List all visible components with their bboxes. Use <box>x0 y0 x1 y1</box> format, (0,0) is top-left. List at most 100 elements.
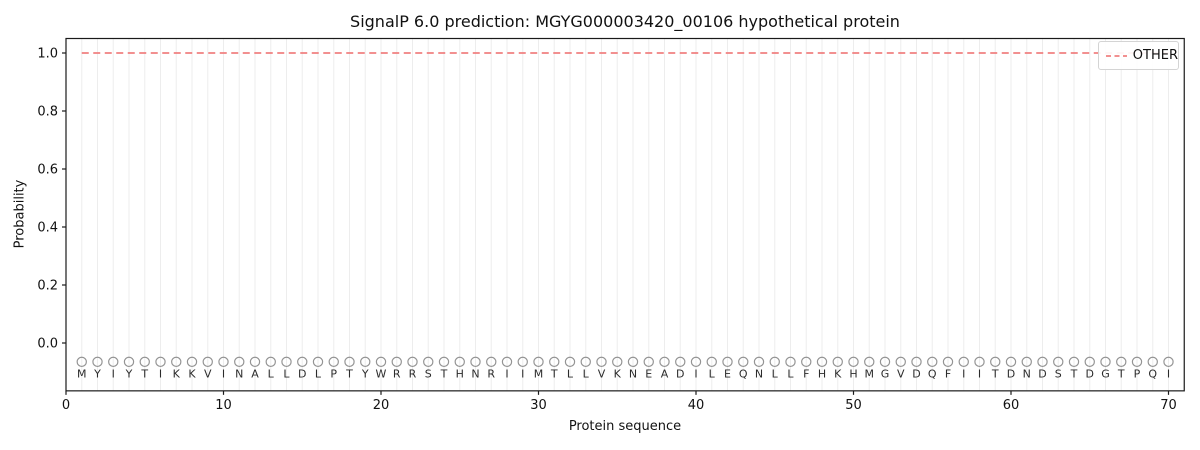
residue-marker <box>612 356 623 368</box>
residue-marker <box>769 356 780 368</box>
residue-marker <box>407 356 418 368</box>
x-tick-label: 60 <box>1003 398 1020 413</box>
residue-marker <box>958 356 969 368</box>
residue-letter: T <box>440 367 448 380</box>
residue-marker <box>454 356 465 368</box>
residue-letter: S <box>1055 367 1062 380</box>
x-tick-label: 70 <box>1160 398 1177 413</box>
residue-marker <box>249 356 261 368</box>
residue-marker <box>753 356 765 368</box>
residue-marker <box>549 356 560 368</box>
residue-marker <box>690 356 702 368</box>
residue-letter: D <box>912 367 920 380</box>
residue-marker <box>1100 356 1111 368</box>
residue-letter: D <box>1086 367 1094 380</box>
residue-letter: Q <box>1148 367 1157 380</box>
residue-marker <box>139 356 150 368</box>
residue-letter: L <box>583 367 590 380</box>
y-tick-label: 0.0 <box>37 337 58 352</box>
residue-marker <box>155 356 166 368</box>
residue-letter: N <box>629 367 637 380</box>
residue-letter: Y <box>125 367 133 380</box>
residue-marker <box>942 356 954 368</box>
residue-marker <box>76 356 87 368</box>
sequence-markers <box>76 356 1174 368</box>
x-tick-label: 50 <box>845 398 862 413</box>
residue-letter: H <box>818 367 826 380</box>
plot-border <box>65 37 1185 392</box>
residue-marker <box>1005 356 1017 368</box>
residue-marker <box>974 356 985 368</box>
y-tick-label: 0.6 <box>37 163 58 178</box>
residue-letter: G <box>881 367 890 380</box>
residue-letter: Y <box>93 367 101 380</box>
y-axis-label: Probability <box>12 179 28 249</box>
residue-letter: P <box>1134 367 1141 380</box>
residue-letter: R <box>487 367 495 380</box>
residue-marker <box>108 356 119 368</box>
y-tick-label: 1.0 <box>37 47 58 62</box>
grid-lines <box>81 39 1169 391</box>
residue-marker <box>1131 356 1143 368</box>
residue-marker <box>580 356 591 368</box>
residue-letter: T <box>991 367 999 380</box>
residue-marker <box>879 356 891 368</box>
residue-marker <box>627 356 639 368</box>
residue-marker <box>801 356 812 368</box>
residue-marker <box>281 356 292 368</box>
residue-marker <box>596 356 607 368</box>
residue-marker <box>1021 356 1032 368</box>
residue-letter: Q <box>928 367 937 380</box>
residue-marker <box>659 356 670 368</box>
residue-letter: Q <box>739 367 748 380</box>
residue-letter: L <box>315 367 322 380</box>
residue-marker <box>186 356 198 368</box>
y-tick-label: 0.8 <box>37 105 58 120</box>
residue-marker <box>927 356 938 368</box>
residue-letter: V <box>204 367 212 380</box>
residue-letter: H <box>456 367 464 380</box>
residue-letter: T <box>345 367 353 380</box>
residue-letter: M <box>77 367 87 380</box>
residue-letter: N <box>471 367 479 380</box>
residue-letter: R <box>393 367 401 380</box>
residue-letter: A <box>251 367 259 380</box>
residue-letter: K <box>188 367 196 380</box>
residue-letter: M <box>534 367 544 380</box>
residue-letter: N <box>235 367 243 380</box>
residue-marker <box>486 356 497 368</box>
y-tick-label: 0.4 <box>37 221 58 236</box>
residue-marker <box>1163 356 1174 368</box>
legend: OTHER <box>1098 41 1179 70</box>
residue-marker <box>234 356 245 368</box>
x-axis-label: Protein sequence <box>568 419 682 434</box>
residue-letter: T <box>140 367 148 380</box>
residue-letter: I <box>505 367 508 380</box>
residue-letter: K <box>614 367 622 380</box>
residue-marker <box>1116 356 1127 368</box>
residue-letter: N <box>1023 367 1031 380</box>
residue-letter: N <box>755 367 763 380</box>
residue-marker <box>706 356 717 368</box>
residue-letter: I <box>978 367 981 380</box>
residue-letter: E <box>645 367 652 380</box>
residue-marker <box>265 356 276 368</box>
residue-letter: F <box>945 367 951 380</box>
residue-marker <box>517 356 528 368</box>
residue-marker <box>360 356 371 368</box>
residue-letter: L <box>567 367 574 380</box>
residue-letter: K <box>834 367 842 380</box>
residue-marker <box>1053 356 1064 368</box>
residue-marker <box>1037 356 1048 368</box>
residue-letter: S <box>425 367 432 380</box>
x-tick-label: 20 <box>373 398 390 413</box>
residue-letter: E <box>724 367 731 380</box>
residue-marker <box>344 356 355 368</box>
residue-letter: F <box>803 367 809 380</box>
residue-letter: L <box>268 367 275 380</box>
residue-marker <box>171 356 182 368</box>
residue-letter: V <box>598 367 606 380</box>
